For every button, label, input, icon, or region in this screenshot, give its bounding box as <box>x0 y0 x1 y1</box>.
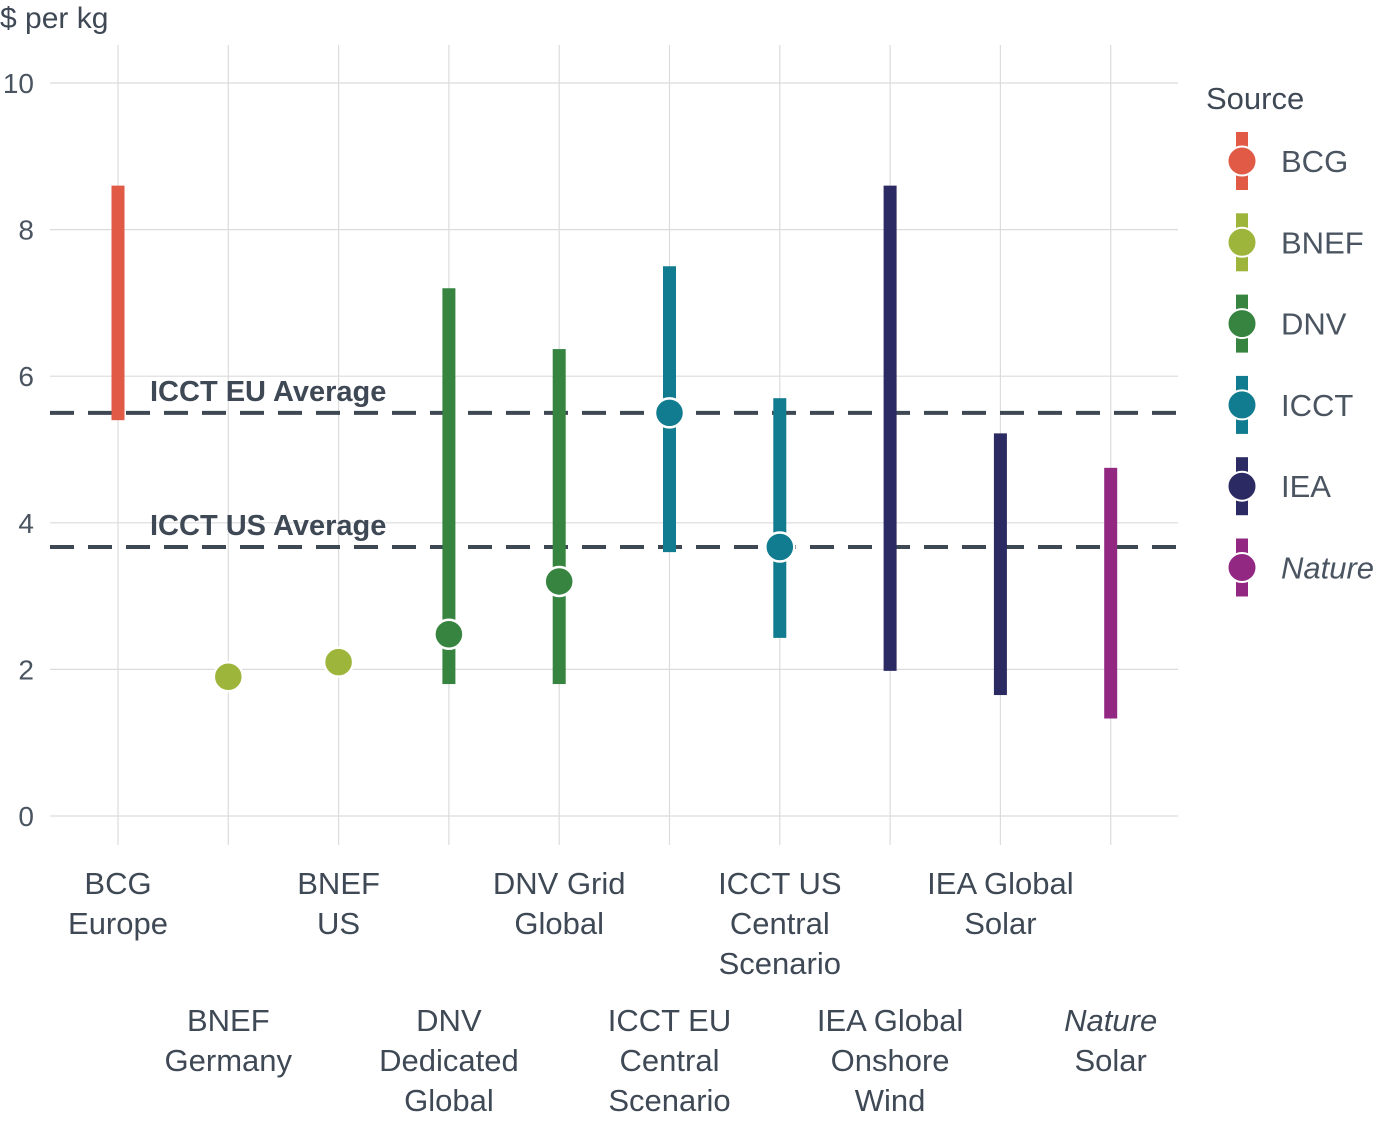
data-point <box>433 618 465 650</box>
legend-item-label: DNV <box>1281 307 1347 342</box>
grid-layer <box>50 45 1178 845</box>
reference-line-label: ICCT EU Average <box>150 376 386 408</box>
category-label: Scenario <box>719 946 841 981</box>
range-bar <box>773 398 787 638</box>
range-bar <box>552 349 566 685</box>
category-label: Solar <box>1075 1043 1147 1078</box>
category-label: BCG <box>84 866 151 901</box>
data-point <box>322 646 355 678</box>
legend-key-point <box>1226 389 1258 421</box>
category-label: IEA Global <box>817 1003 963 1038</box>
range-bars-layer <box>111 185 1118 719</box>
legend-key-point <box>1226 308 1258 340</box>
data-point <box>764 531 796 563</box>
category-label: Europe <box>68 906 168 941</box>
points-layer <box>212 397 796 693</box>
category-label: Global <box>514 906 604 941</box>
legend-item-label: ICCT <box>1281 388 1353 423</box>
range-bar <box>111 185 125 421</box>
y-tick-label: 10 <box>3 68 34 99</box>
y-tick-label: 4 <box>18 508 34 539</box>
legend-item-label: IEA <box>1281 469 1331 504</box>
category-label: BNEF <box>187 1003 270 1038</box>
category-label: Nature <box>1064 1003 1157 1038</box>
legend-title: Source <box>1206 81 1304 116</box>
category-label: Central <box>620 1043 720 1078</box>
category-label: US <box>317 906 360 941</box>
labels-layer: $ per kg 0 2 4 6 8 10 ICCT EU Average ICCT US A… <box>0 2 1157 1118</box>
category-label: IEA Global <box>927 866 1073 901</box>
y-tick-label: 0 <box>18 801 34 832</box>
category-label: ICCT US <box>718 866 841 901</box>
legend-item-label: Nature <box>1281 551 1374 586</box>
reference-line-label: ICCT US Average <box>150 510 386 542</box>
range-bar <box>883 185 897 671</box>
legend-item-label: BCG <box>1281 144 1348 179</box>
legend-key-point <box>1226 470 1258 502</box>
category-label: Global <box>404 1083 494 1118</box>
legend-item-label: BNEF <box>1281 225 1364 260</box>
legend-key-point <box>1226 226 1258 258</box>
y-tick-label: 6 <box>18 361 34 392</box>
data-point <box>653 397 686 429</box>
category-label: Dedicated <box>379 1043 519 1078</box>
legend-key-point <box>1226 552 1258 583</box>
y-tick-label: 2 <box>18 654 34 685</box>
y-axis-unit-label: $ per kg <box>0 2 108 35</box>
category-label: Solar <box>964 906 1036 941</box>
category-label: DNV Grid <box>493 866 626 901</box>
category-label: Germany <box>165 1043 293 1078</box>
category-label: BNEF <box>297 866 380 901</box>
legend-key-point <box>1226 145 1258 177</box>
data-point <box>543 565 575 598</box>
data-point <box>212 660 245 693</box>
range-bar <box>1104 467 1118 719</box>
legend: Source BCG BNEF DNV ICCT IEA Nature <box>1206 81 1374 597</box>
range-bar <box>442 288 456 685</box>
category-label: Wind <box>855 1083 926 1118</box>
category-label: Scenario <box>608 1083 730 1118</box>
y-tick-label: 8 <box>18 215 34 246</box>
category-label: Onshore <box>831 1043 950 1078</box>
category-label: ICCT EU <box>608 1003 731 1038</box>
category-label: Central <box>730 906 830 941</box>
range-bar <box>993 433 1007 696</box>
category-label: DNV <box>416 1003 482 1038</box>
